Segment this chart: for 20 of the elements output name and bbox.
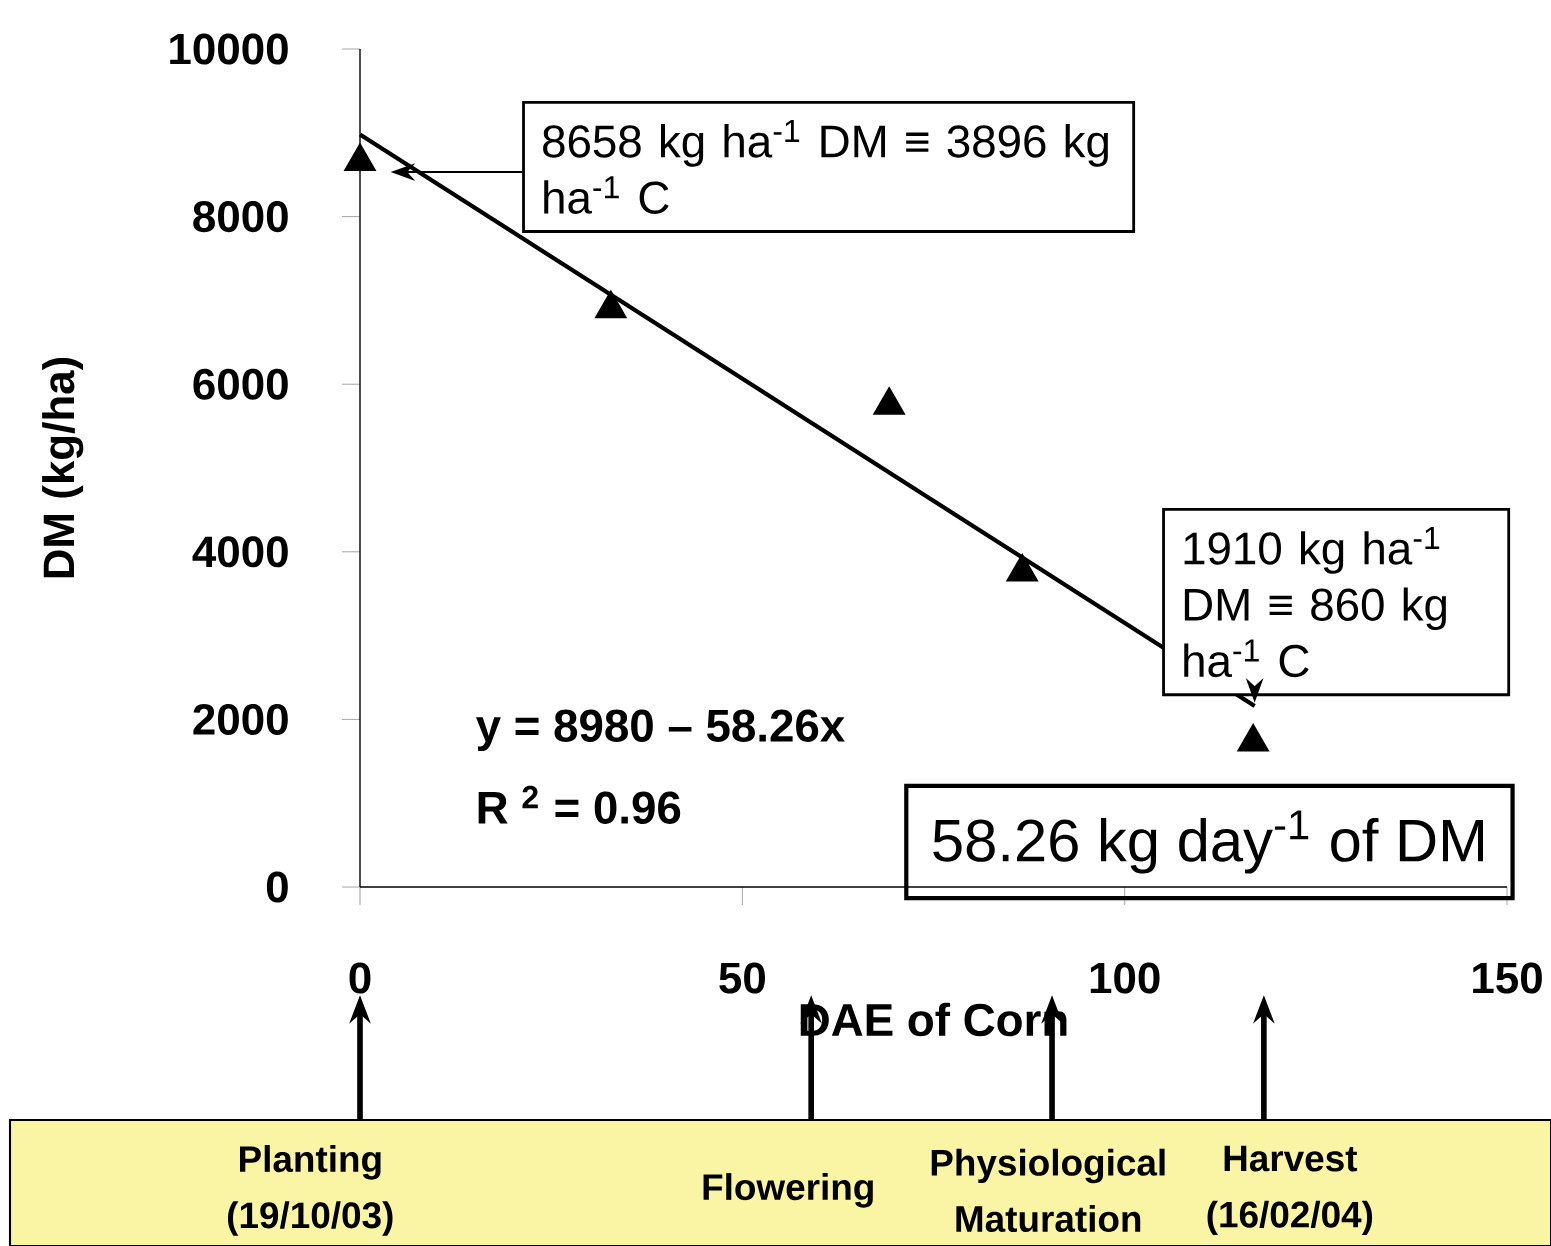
x-tick-label: 100 [1090,962,1160,994]
text: Planting (19/10/03) [228,1145,393,1236]
annotation: y = 8980 – 58.26x [475,709,845,751]
y-tick-label: 2000 [193,703,288,735]
y-tick-label: 8000 [193,201,288,233]
x-tick-label: 150 [1473,962,1542,994]
y-tick-label: 6000 [193,368,288,400]
text: Physiological Maturation [931,1148,1165,1233]
y-tick-label: 0 [266,871,288,903]
y-axis-title: DM (kg/ha) [42,357,84,578]
text: 1910 kg ha$^{-1}$ DM ≡ 860 kg ha$^{-1}$ C [1184,526,1446,678]
annotation: 58.26 kg day$^{-1}$ of DM [933,810,1483,874]
x-tick-label: 0 [349,962,371,994]
text: Harvest (16/02/04) [1207,1145,1373,1236]
text: Flowering [703,1173,873,1208]
y-tick-label: 4000 [192,536,288,568]
annotation: R $^{2}$ = 0.96 [478,785,681,824]
y-tick-label: 10000 [170,33,288,65]
text: 8658 kg ha$^{-1}$ DM ≡ 3896 kg ha$^{-1}$ C [543,119,1108,214]
x-tick-label: 50 [719,962,765,994]
